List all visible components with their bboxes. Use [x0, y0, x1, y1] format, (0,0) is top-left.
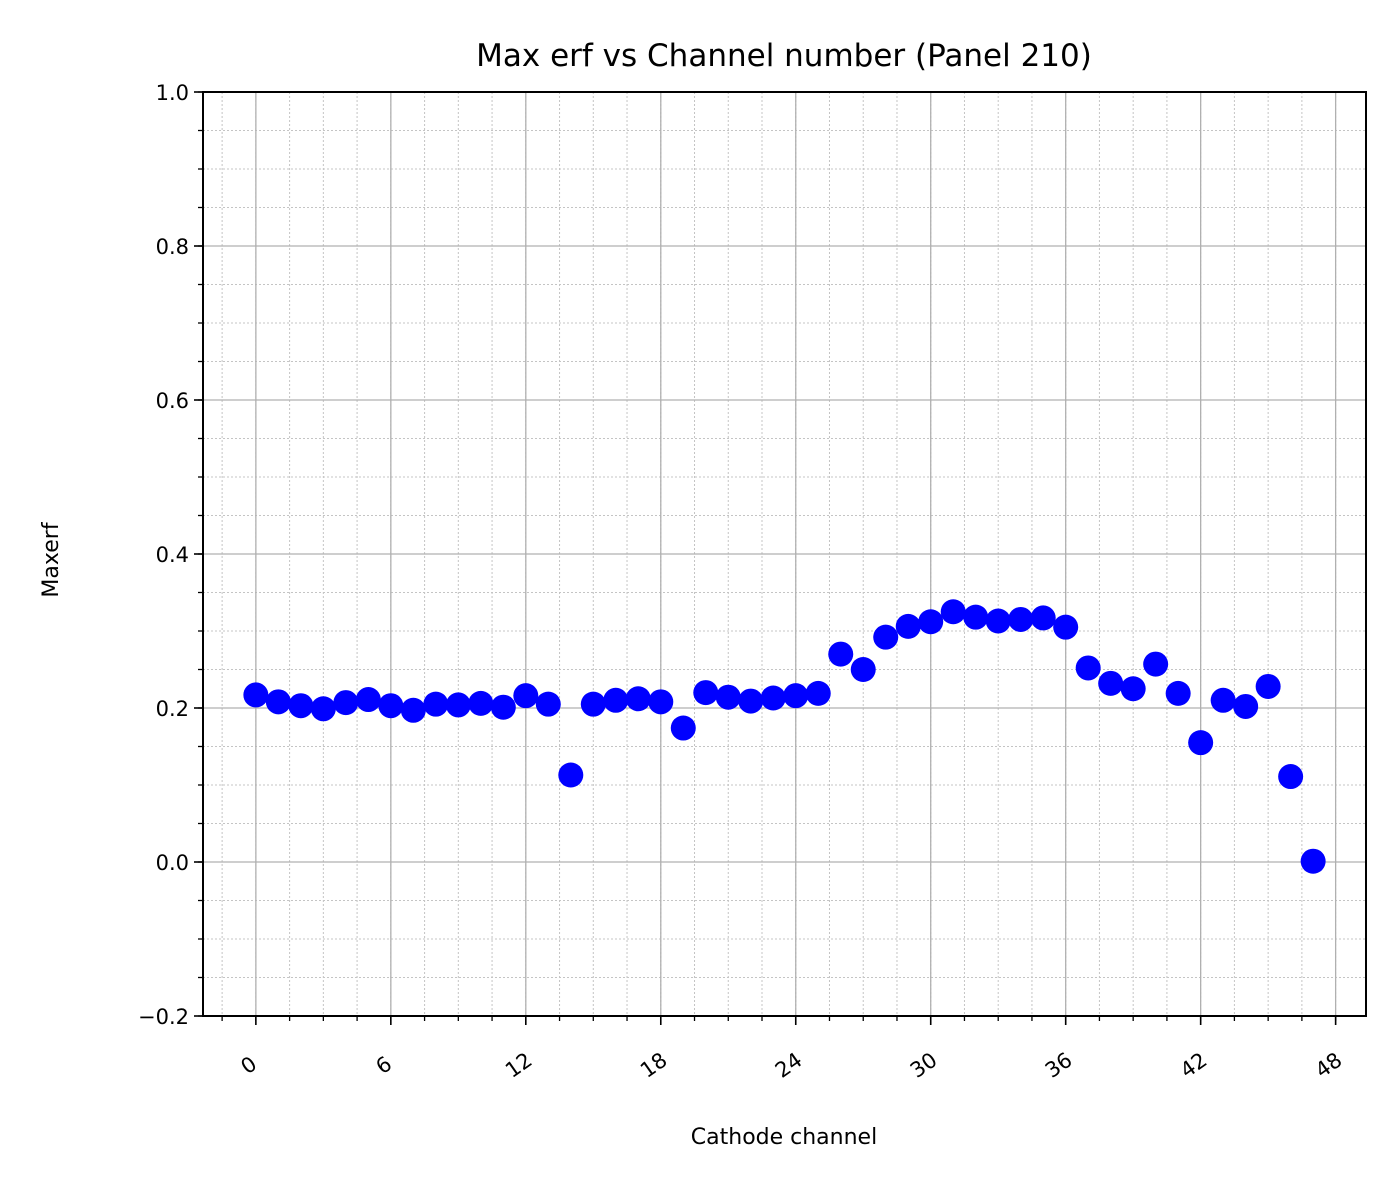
data-point — [580, 691, 606, 717]
y-tick-label: 0.2 — [156, 697, 189, 721]
data-point — [1098, 670, 1124, 696]
data-point — [828, 641, 854, 667]
data-point — [1165, 680, 1191, 706]
data-point — [1030, 605, 1056, 631]
data-point — [625, 686, 651, 712]
data-point — [423, 691, 449, 717]
data-point — [265, 689, 291, 715]
data-point — [1300, 848, 1326, 874]
data-point — [333, 690, 359, 716]
data-point — [648, 689, 674, 715]
data-point — [558, 762, 584, 788]
y-tick-label: 0.6 — [156, 389, 189, 413]
y-tick-label: −0.2 — [138, 1005, 189, 1029]
data-point — [1075, 655, 1101, 681]
y-tick-label: 0.0 — [156, 851, 189, 875]
data-point — [445, 692, 471, 718]
data-point — [1008, 606, 1034, 632]
y-tick-label: 1.0 — [156, 81, 189, 105]
data-point — [895, 613, 921, 639]
data-point — [490, 694, 516, 720]
data-point — [1143, 651, 1169, 677]
data-point — [963, 604, 989, 630]
data-point — [760, 685, 786, 711]
data-point — [468, 690, 494, 716]
y-tick-label: 0.8 — [156, 235, 189, 259]
data-point — [738, 688, 764, 714]
data-point — [918, 609, 944, 635]
data-point — [1278, 764, 1304, 790]
data-point — [783, 683, 809, 709]
data-point — [243, 682, 269, 708]
data-point — [535, 691, 561, 717]
data-point — [850, 657, 876, 682]
axis-ticks — [194, 91, 1337, 1025]
data-point — [1255, 673, 1281, 699]
data-points — [243, 599, 1326, 874]
y-tick-label: 0.4 — [156, 543, 189, 567]
data-point — [873, 624, 899, 650]
data-point — [355, 687, 381, 713]
data-point — [400, 697, 426, 723]
data-point — [985, 608, 1011, 634]
x-axis-label: Cathode channel — [691, 1125, 877, 1150]
data-point — [1120, 676, 1146, 702]
data-point — [940, 599, 966, 625]
data-point — [288, 693, 314, 719]
data-point — [378, 693, 404, 719]
data-point — [1233, 693, 1259, 719]
data-point — [513, 683, 539, 709]
data-point — [1053, 614, 1079, 640]
data-point — [715, 684, 741, 710]
data-point — [805, 680, 831, 706]
y-tick-labels: −0.2 0.0 0.2 0.4 0.6 0.8 1.0 — [138, 81, 189, 1029]
data-point — [693, 680, 719, 706]
y-axis-label: Maxerf — [39, 521, 64, 597]
data-point — [670, 715, 696, 741]
data-point — [1210, 687, 1236, 713]
data-point — [603, 687, 629, 713]
data-point — [310, 696, 336, 722]
data-point — [1188, 730, 1214, 756]
chart-title: Max erf vs Channel number (Panel 210) — [476, 38, 1092, 74]
